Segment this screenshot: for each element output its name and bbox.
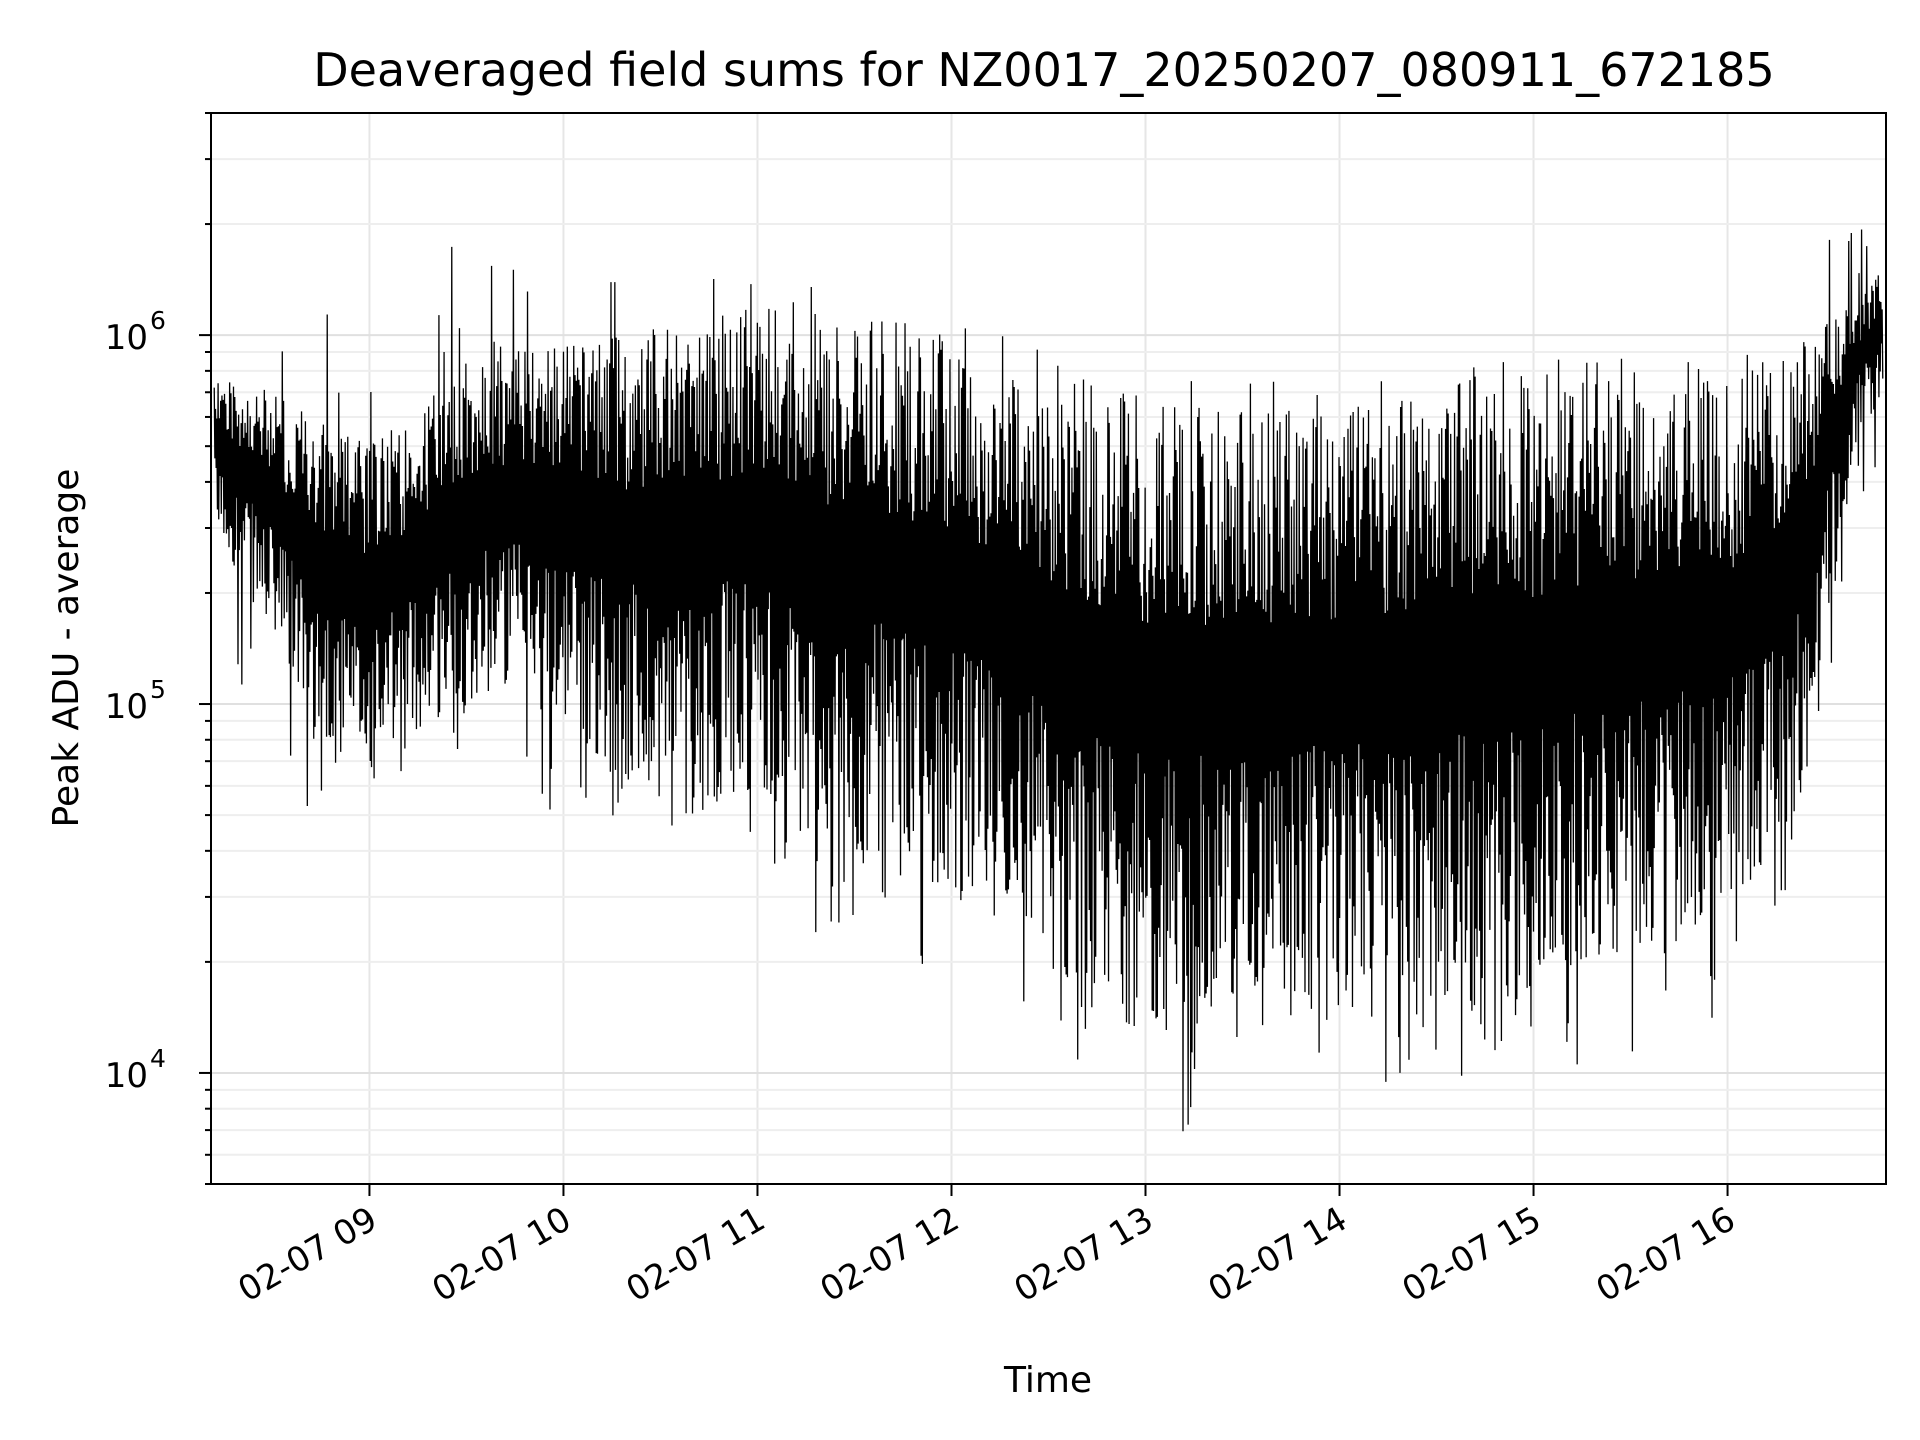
y-tick-exponent: 5 xyxy=(150,675,166,704)
y-tick-base: 10 xyxy=(105,318,148,358)
y-tick-exponent: 6 xyxy=(150,306,166,335)
y-tick-label: 10 4 xyxy=(105,1044,166,1096)
y-tick-base: 10 xyxy=(105,687,148,727)
y-tick-base: 10 xyxy=(105,1056,148,1096)
x-axis-label: Time xyxy=(1003,1360,1092,1401)
plot-frame xyxy=(210,112,1887,1185)
y-tick-label: 10 5 xyxy=(105,675,166,727)
y-axis-label: Peak ADU - average xyxy=(46,469,87,828)
series-line xyxy=(213,229,1884,1132)
chart-title: Deaveraged field sums for NZ0017_2025020… xyxy=(313,43,1774,97)
y-tick-exponent: 4 xyxy=(150,1044,166,1073)
plot-area xyxy=(213,229,1884,1132)
y-tick-label: 10 6 xyxy=(105,306,166,358)
